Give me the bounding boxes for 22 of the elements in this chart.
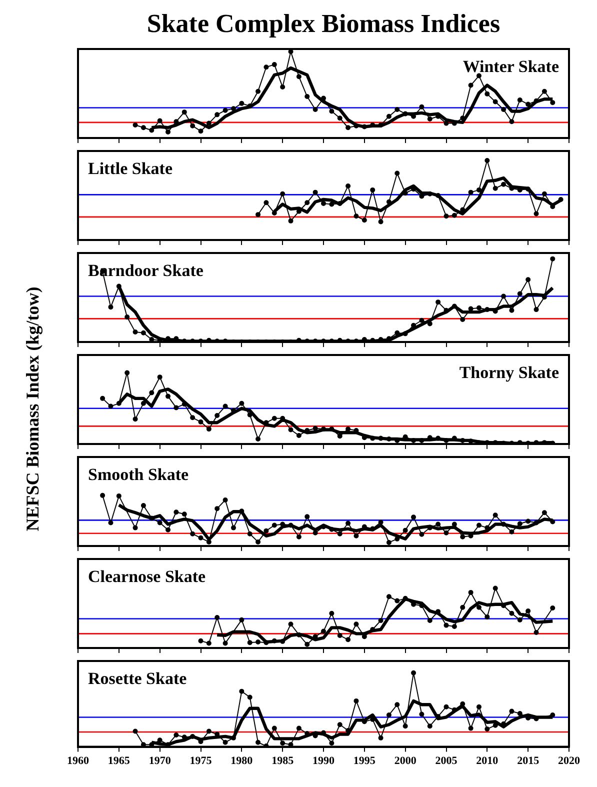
x-tick-label: 2015 <box>517 755 540 768</box>
x-tick-label: 1990 <box>312 755 335 768</box>
text: Smooth Skate <box>88 464 190 484</box>
annotation: Rosette Skate <box>88 668 188 688</box>
chart-title: Skate Complex Biomass Indices <box>146 8 502 40</box>
x-tick-label: 2000 <box>394 755 417 768</box>
x-tick-label: 1970 <box>148 755 172 768</box>
x-tick-label: 2020 <box>558 755 580 768</box>
x-tick-label: 2010 <box>476 755 499 768</box>
x-tick-label: 1980 <box>230 755 254 768</box>
annotation: Winter Skate <box>462 56 560 76</box>
annotation: Thorny Skate <box>459 362 560 382</box>
annotation: Barndoor Skate <box>88 260 204 280</box>
annotation: Little Skate <box>88 158 173 178</box>
x-tick-label: 1985 <box>272 755 294 768</box>
y-axis-title: NEFSC Biomass Index (kg/tow) <box>22 286 44 532</box>
x-tick-label: 1995 <box>353 755 376 768</box>
x-tick-label: 1960 <box>67 755 90 768</box>
text: Clearnose Skate <box>88 566 206 586</box>
x-tick-label: 1965 <box>108 755 130 768</box>
x-tick-label: 1975 <box>190 755 212 768</box>
x-tick-label: 2005 <box>435 755 458 768</box>
